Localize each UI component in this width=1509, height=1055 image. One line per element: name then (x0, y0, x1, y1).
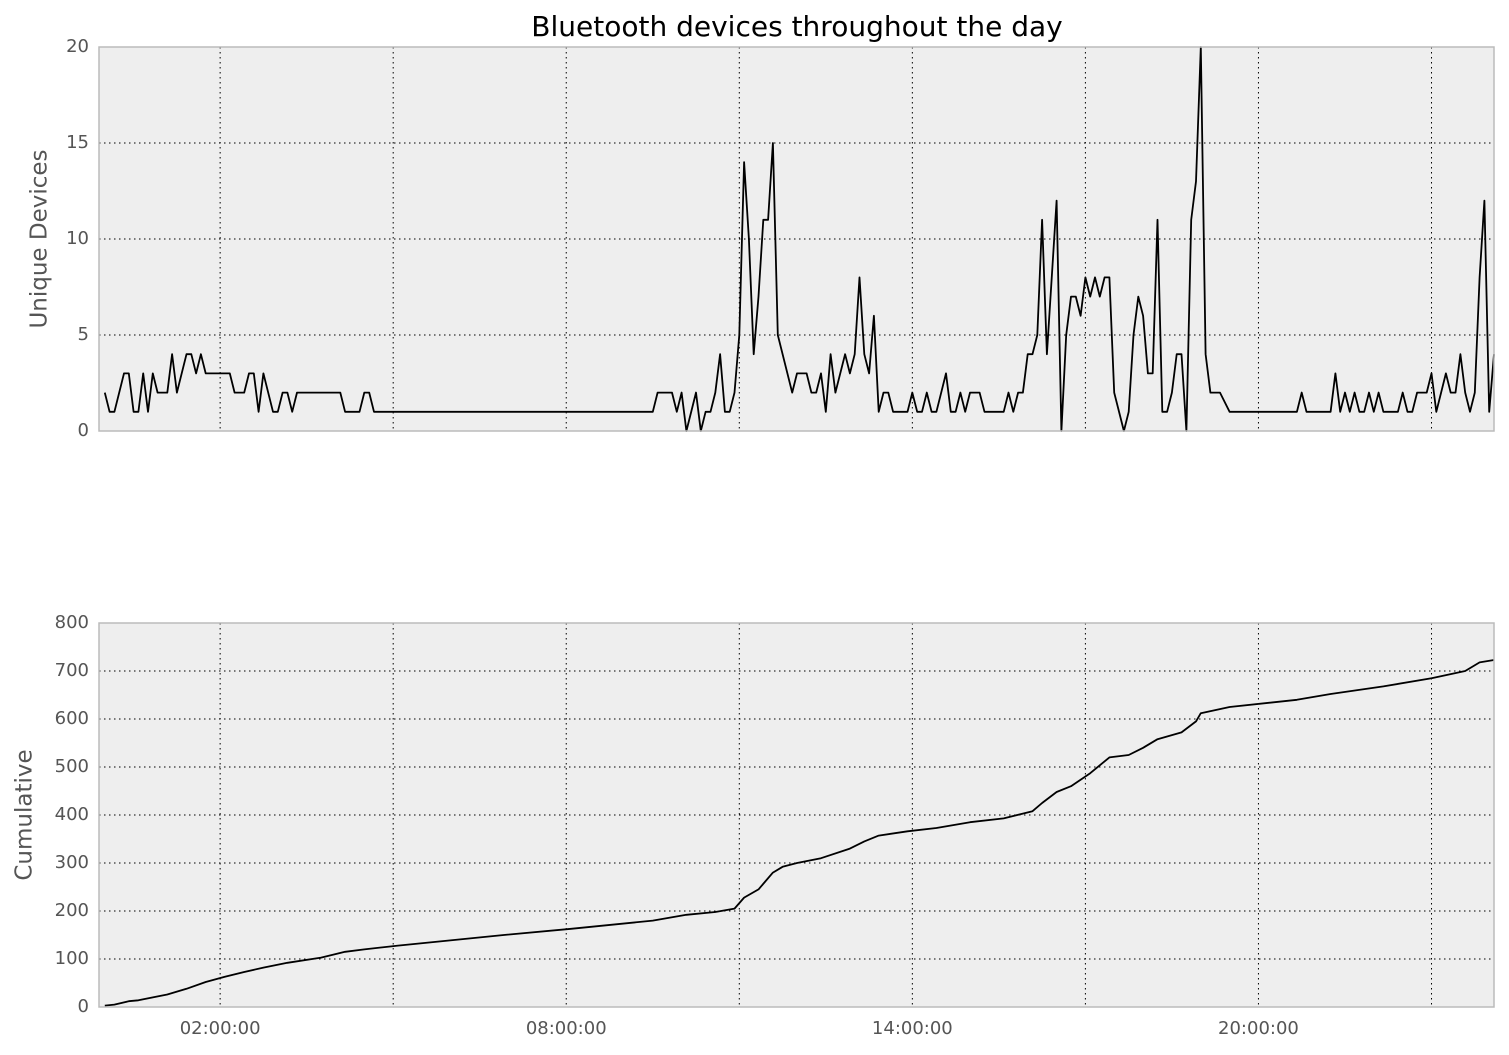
x-tick-label: 14:00:00 (872, 1018, 953, 1039)
y-tick-label: 15 (66, 132, 89, 153)
x-tick-label: 08:00:00 (526, 1018, 607, 1039)
data-line (103, 46, 1495, 432)
plot-area (99, 623, 1494, 1007)
y-tick-label: 800 (55, 612, 89, 633)
y-tick-label: 0 (78, 420, 89, 441)
plot-frame (98, 622, 1495, 1008)
x-tick-label: 02:00:00 (180, 1018, 261, 1039)
plot-frame (98, 46, 1495, 432)
y-axis-label: Unique Devices (27, 149, 53, 328)
x-tick-label: 20:00:00 (1218, 1018, 1299, 1039)
y-tick-label: 400 (55, 804, 89, 825)
y-tick-label: 200 (55, 900, 89, 921)
y-axis-label: Cumulative (12, 749, 38, 880)
y-tick-label: 20 (66, 36, 89, 57)
y-tick-label: 0 (78, 996, 89, 1017)
y-tick-label: 300 (55, 852, 89, 873)
y-tick-label: 5 (78, 324, 89, 345)
y-tick-label: 100 (55, 948, 89, 969)
data-line (104, 659, 1495, 1007)
y-tick-label: 700 (55, 660, 89, 681)
plot-area (99, 47, 1494, 431)
y-tick-label: 500 (55, 756, 89, 777)
y-tick-label: 10 (66, 228, 89, 249)
y-tick-label: 600 (55, 708, 89, 729)
chart-title: Bluetooth devices throughout the day (531, 10, 1062, 43)
